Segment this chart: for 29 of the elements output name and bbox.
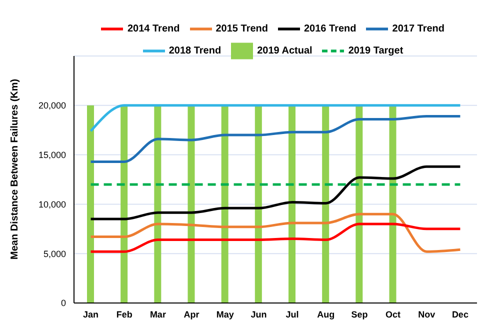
legend-label: 2018 Trend: [168, 46, 222, 57]
x-tick-label: Oct: [386, 309, 401, 320]
x-tick-label: Jun: [250, 309, 267, 320]
legend-label: 2014 Trend: [127, 24, 180, 35]
x-tick-label: Jul: [286, 309, 299, 320]
x-tick-label: Aug: [317, 309, 335, 320]
legend-label: 2016 Trend: [304, 24, 356, 35]
y-tick-label: 10,000: [38, 199, 66, 210]
legend-label: 2015 Trend: [216, 24, 268, 35]
y-tick-label: 5,000: [43, 248, 66, 259]
legend-label: 2019 Actual: [257, 46, 312, 57]
line-series: [90, 222, 462, 253]
line-series: [90, 165, 462, 220]
y-tick-label: 0: [60, 298, 66, 308]
line-series: [90, 212, 462, 253]
x-tick-label: May: [216, 309, 234, 320]
legend-label: 2019 Target: [348, 46, 404, 57]
x-tick-label: Feb: [116, 309, 133, 320]
x-tick-label: Nov: [418, 309, 436, 320]
y-axis-title: Mean Distance Between Failures (Km): [10, 78, 21, 260]
x-tick-label: Mar: [150, 309, 166, 320]
legend-label: 2017 Trend: [392, 24, 445, 35]
x-tick-label: Dec: [452, 309, 468, 320]
x-tick-label: Jan: [83, 309, 99, 320]
line-series: [90, 115, 462, 163]
x-tick-label: Sep: [351, 309, 368, 320]
y-tick-label: 20,000: [38, 100, 66, 111]
y-tick-label: 15,000: [38, 150, 66, 160]
x-tick-label: Apr: [184, 309, 200, 320]
